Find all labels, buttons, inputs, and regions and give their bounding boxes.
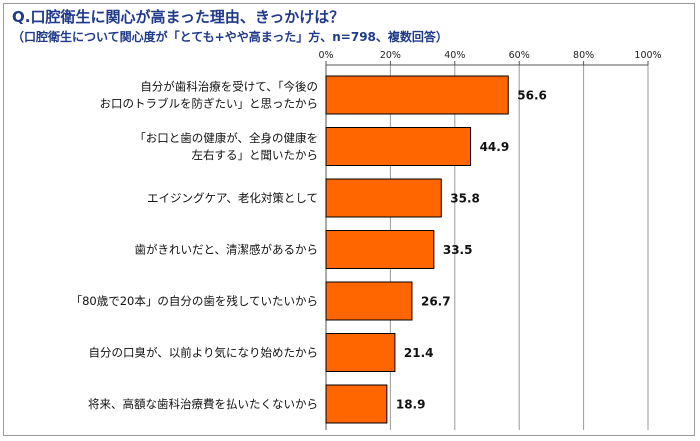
bar xyxy=(325,281,413,321)
bar xyxy=(325,178,442,218)
category-label: 「80歳で20本」の自分の歯を残していたいから xyxy=(71,294,318,308)
x-tick-label: 20% xyxy=(380,50,401,61)
value-labels: 56.6 44.9 35.8 33.5 26.7 21.4 18.9 xyxy=(396,89,547,412)
data-label: 56.6 xyxy=(517,89,547,103)
bar xyxy=(325,75,509,115)
x-tick-label: 40% xyxy=(444,50,465,61)
category-label: エイジングケア、老化対策として xyxy=(147,191,318,205)
x-tick-label: 0% xyxy=(318,50,333,61)
category-label: 自分の口臭が、以前より気になり始めたから xyxy=(88,346,318,360)
data-label: 21.4 xyxy=(404,346,434,360)
category-labels: 自分が歯科治療を受けて、「今後のお口のトラブルを防ぎたい」と思ったから「お口と歯… xyxy=(71,80,318,412)
category-label: 自分が歯科治療を受けて、「今後の xyxy=(140,80,318,94)
data-label: 18.9 xyxy=(396,398,426,412)
bars xyxy=(325,75,509,424)
category-label: 「お口と歯の健康が、全身の健康を xyxy=(134,131,318,145)
category-label: 歯がきれいだと、清潔感があるから xyxy=(134,243,318,257)
category-label: 将来、高額な歯科治療費を払いたくないから xyxy=(88,397,318,411)
chart-subtitle: （口腔衛生について関心度が「とても+やや高まった」方、n=798、複数回答） xyxy=(12,30,448,44)
bar xyxy=(325,384,388,424)
bar xyxy=(325,333,396,372)
data-label: 26.7 xyxy=(421,295,451,309)
x-tick-label: 60% xyxy=(509,50,530,61)
x-axis-ticks: 0% 20% 40% 60% 80% 100% xyxy=(318,50,662,66)
data-label: 33.5 xyxy=(443,243,473,257)
x-tick-label: 80% xyxy=(573,50,594,61)
data-label: 44.9 xyxy=(480,140,510,154)
bar xyxy=(325,230,435,269)
category-label: 左右する」と聞いたから xyxy=(192,148,319,162)
data-label: 35.8 xyxy=(450,192,480,206)
category-label: お口のトラブルを防ぎたい」と思ったから xyxy=(100,97,319,111)
chart-title: Q.口腔衛生に関心が高まった理由、きっかけは？ xyxy=(12,8,345,26)
bar xyxy=(325,127,472,166)
x-tick-label: 100% xyxy=(634,50,661,61)
